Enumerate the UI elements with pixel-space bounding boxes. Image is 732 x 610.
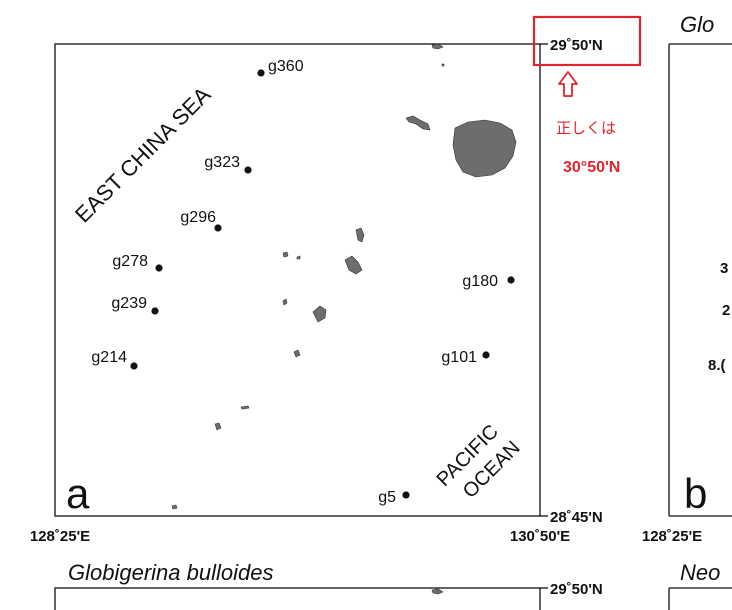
island (312, 305, 327, 323)
island (344, 255, 363, 275)
station-dot-g296 (214, 224, 222, 232)
station-label-g101: g101 (441, 349, 477, 366)
island (431, 588, 444, 595)
panel-b-letter: b (684, 470, 707, 517)
correction-highlight-box (532, 15, 642, 67)
island (405, 115, 431, 131)
station-dot-g323 (244, 166, 252, 174)
island (171, 504, 178, 510)
up-arrow-icon (558, 71, 578, 97)
island (355, 227, 365, 243)
panel-b-tick-2: 2 (722, 302, 730, 319)
correction-value: 30°50'N (563, 159, 620, 176)
station-label-g323: g323 (204, 154, 240, 171)
station-label-g296: g296 (180, 209, 216, 226)
lower-panel-lat-top: 29˚50'N (550, 581, 603, 598)
island (282, 251, 289, 258)
correction-note: 正しくは (556, 120, 616, 137)
sea-label-west: EAST CHINA SEA (70, 82, 216, 228)
island (441, 63, 445, 67)
lower-panel-title: Globigerina bulloides (68, 560, 273, 585)
island (214, 422, 222, 431)
station-dot-g180 (507, 276, 515, 284)
station-label-g278: g278 (112, 253, 148, 270)
lower-right-panel-title: Neo (680, 560, 720, 585)
station-dot-g5 (402, 491, 410, 499)
island (293, 349, 301, 358)
panel-a-frame (54, 43, 541, 517)
station-dot-g214 (130, 362, 138, 370)
panel-b-tick-1: 3 (720, 260, 728, 277)
island (240, 405, 250, 410)
panel-b-tick-3: 8.( (708, 357, 726, 374)
lat-bottom-label: 28˚45'N (550, 509, 603, 526)
station-label-g214: g214 (91, 349, 127, 366)
lon-left-label: 128˚25'E (30, 528, 90, 545)
island (296, 255, 301, 260)
lat-top-label: 29˚50'N (550, 37, 603, 54)
station-dot-g278 (155, 264, 163, 272)
large-island (452, 119, 517, 178)
station-label-g180: g180 (462, 273, 498, 290)
island (431, 43, 444, 50)
panel-b-title: Glo (680, 12, 714, 37)
station-dot-g101 (482, 351, 490, 359)
islands (171, 43, 517, 510)
station-markers: g360 g323 g296 g278 g239 g214 g180 g101 … (91, 58, 515, 506)
panel-b-lon-left-label: 128˚25'E (642, 528, 702, 545)
station-dot-g360 (257, 69, 265, 77)
lon-right-label: 130˚50'E (510, 528, 570, 545)
station-label-g360: g360 (268, 58, 304, 75)
panel-a-letter: a (66, 470, 90, 517)
island (282, 298, 288, 306)
station-label-g5: g5 (378, 489, 396, 506)
station-label-g239: g239 (111, 295, 147, 312)
lower-panel-frame (54, 587, 541, 610)
station-dot-g239 (151, 307, 159, 315)
